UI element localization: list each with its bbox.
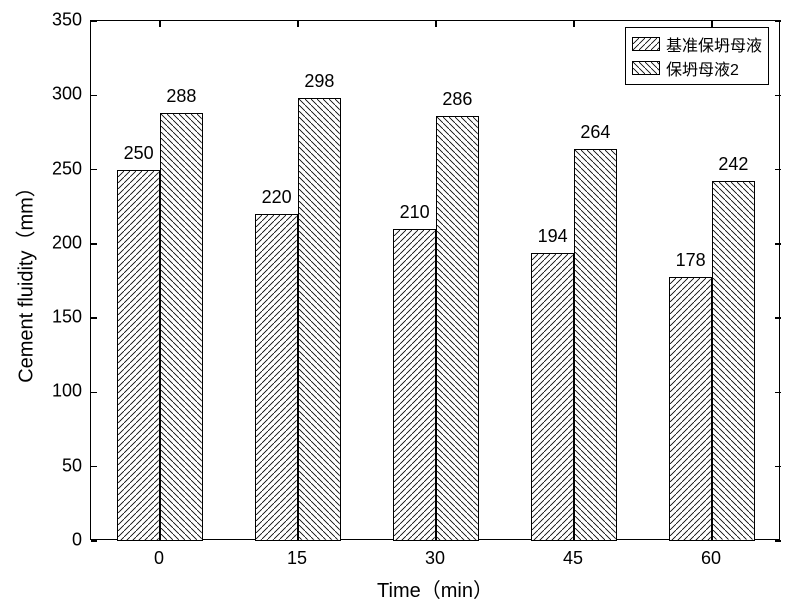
y-tick: [91, 169, 97, 171]
x-tick: [159, 21, 161, 27]
y-tick-label: 350: [52, 10, 82, 31]
bar-value-label: 220: [262, 187, 292, 208]
y-tick: [775, 243, 781, 245]
y-tick: [775, 392, 781, 394]
bar-value-label: 298: [304, 71, 334, 92]
x-tick-label: 60: [701, 548, 721, 569]
bar: [531, 253, 574, 541]
x-axis-label: Time（min）: [377, 574, 493, 603]
y-tick: [775, 169, 781, 171]
bar-value-label: 178: [676, 250, 706, 271]
bar: [712, 181, 755, 541]
bar: [669, 277, 712, 541]
x-tick-label: 45: [563, 548, 583, 569]
bar-value-label: 288: [166, 86, 196, 107]
bar-value-label: 264: [580, 122, 610, 143]
y-tick: [775, 20, 781, 22]
y-tick: [91, 466, 97, 468]
plot-area: 基准保坍母液保坍母液2 250 288 220 298 210 286 194 264 178 2…: [90, 20, 780, 540]
x-tick-label: 0: [154, 548, 164, 569]
bar: [574, 149, 617, 541]
legend: 基准保坍母液保坍母液2: [625, 27, 769, 85]
legend-row: 保坍母液2: [632, 56, 762, 80]
y-tick: [91, 95, 97, 97]
y-axis-label: Cement fluidity（mm）: [10, 177, 39, 383]
x-tick: [711, 21, 713, 27]
y-tick: [775, 317, 781, 319]
y-tick-label: 200: [52, 232, 82, 253]
x-tick: [297, 21, 299, 27]
legend-label: 保坍母液2: [666, 56, 739, 80]
chart-container: 基准保坍母液保坍母液2 250 288 220 298 210 286 194 264 178 2…: [0, 0, 806, 603]
y-tick-label: 250: [52, 158, 82, 179]
bar: [117, 170, 160, 541]
y-tick-label: 0: [72, 530, 82, 551]
y-tick: [91, 540, 97, 542]
y-tick-label: 300: [52, 84, 82, 105]
bar: [298, 98, 341, 541]
y-tick: [91, 243, 97, 245]
x-tick-label: 15: [287, 548, 307, 569]
y-tick: [775, 95, 781, 97]
legend-row: 基准保坍母液: [632, 32, 762, 56]
bar-value-label: 286: [442, 89, 472, 110]
bar-value-label: 194: [538, 226, 568, 247]
x-tick: [435, 21, 437, 27]
x-tick-label: 30: [425, 548, 445, 569]
y-tick: [91, 20, 97, 22]
legend-label: 基准保坍母液: [666, 32, 762, 56]
bar-value-label: 242: [718, 154, 748, 175]
bar: [255, 214, 298, 541]
y-tick: [775, 466, 781, 468]
legend-swatch: [632, 61, 660, 75]
bar: [393, 229, 436, 541]
x-tick: [573, 21, 575, 27]
y-tick-label: 100: [52, 381, 82, 402]
y-tick: [91, 317, 97, 319]
y-tick: [775, 540, 781, 542]
legend-swatch: [632, 37, 660, 51]
y-tick-label: 50: [62, 455, 82, 476]
y-tick: [91, 392, 97, 394]
bar-value-label: 250: [124, 143, 154, 164]
bar-value-label: 210: [400, 202, 430, 223]
bar: [436, 116, 479, 541]
y-tick-label: 150: [52, 307, 82, 328]
bar: [160, 113, 203, 541]
